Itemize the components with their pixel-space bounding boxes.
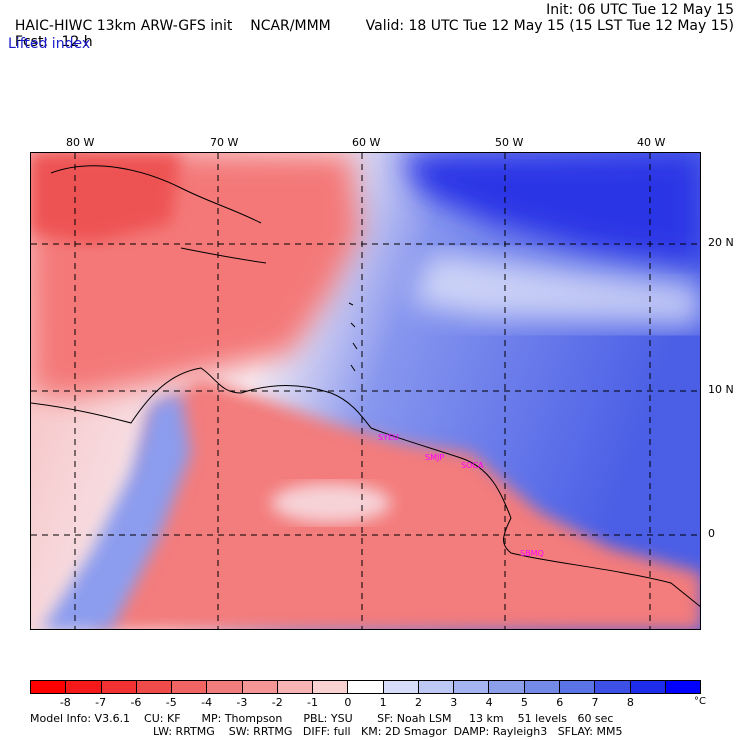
colorbar-swatch — [31, 681, 67, 693]
map-svg — [31, 153, 700, 629]
colorbar-swatch — [242, 681, 278, 693]
colorbar-tick-label: 4 — [485, 696, 493, 709]
site-soca: SOCA — [461, 461, 484, 470]
colorbar-tick-label: -2 — [271, 696, 283, 709]
colorbar-tick-label: 8 — [626, 696, 634, 709]
colorbar-tick-label: 6 — [556, 696, 564, 709]
colorbar-swatch — [489, 681, 525, 693]
colorbar-swatch — [665, 681, 701, 693]
colorbar-tick-label: 3 — [450, 696, 458, 709]
colorbar-swatch — [207, 681, 243, 693]
colorbar-tick-label: -6 — [130, 696, 142, 709]
colorbar-tick-label: -5 — [165, 696, 177, 709]
colorbar-swatch — [277, 681, 314, 693]
field-warm-south-america — [92, 378, 700, 629]
lat-label-10n: 10 N — [708, 383, 734, 396]
footer-model-info: Model Info: V3.6.1 CU: KF MP: Thompson P… — [30, 712, 614, 725]
coast-cuba — [50, 165, 262, 224]
lat-label-0: 0 — [708, 527, 715, 540]
model-name: HAIC-HIWC 13km ARW-GFS init — [14, 18, 233, 34]
forecast-hour: Fcst: 12 h — [6, 18, 93, 50]
colorbar-swatch — [66, 681, 102, 693]
colorbar-swatch — [136, 681, 173, 693]
field-cool-andes — [42, 393, 191, 629]
colorbar-tick-label: 2 — [414, 696, 422, 709]
colorbar-tick-label: -4 — [201, 696, 213, 709]
colorbar-swatch — [313, 681, 349, 693]
colorbar-swatch — [524, 681, 560, 693]
colorbar-unit: °C — [694, 696, 706, 707]
colorbar-swatch — [172, 681, 208, 693]
colorbar-swatch — [101, 681, 137, 693]
coast-hispaniola — [180, 247, 267, 264]
field-very-warm-cuba — [31, 153, 181, 243]
coastlines — [31, 165, 700, 608]
fcst-label: Fcst: — [14, 34, 49, 50]
site-sbmq: SBMQ — [520, 549, 544, 558]
colorbar-tick-label: 5 — [520, 696, 528, 709]
field-neutral-amazon — [271, 483, 391, 523]
coast-lesser-antilles — [348, 302, 358, 372]
lon-label-80w: 80 W — [66, 136, 95, 149]
fcst-value: 12 h — [61, 34, 93, 50]
colorbar-swatch — [348, 681, 384, 693]
colorbar-tick-label: -1 — [307, 696, 318, 709]
lat-label-20n: 20 N — [708, 236, 734, 249]
lon-label-50w: 50 W — [495, 136, 524, 149]
colorbar-tick-label: -3 — [236, 696, 248, 709]
site-smjp: SMJP — [425, 453, 445, 462]
colorbar-tick-label: 7 — [591, 696, 599, 709]
colorbar-swatch — [630, 681, 666, 693]
field-deep-blue-ne — [401, 153, 700, 263]
colorbar — [30, 680, 701, 694]
colorbar-tick-label: -8 — [59, 696, 71, 709]
lon-label-70w: 70 W — [210, 136, 239, 149]
lon-label-60w: 60 W — [352, 136, 381, 149]
colorbar-swatch — [559, 681, 596, 693]
colorbar-tick-label: -7 — [95, 696, 107, 709]
colorbar-swatch — [383, 681, 419, 693]
colorbar-swatch — [454, 681, 490, 693]
colorbar-swatch — [595, 681, 631, 693]
lifted-index-map: SYEU SMJP SOCA SBMQ — [30, 152, 701, 630]
lon-label-40w: 40 W — [637, 136, 666, 149]
colorbar-swatch — [418, 681, 455, 693]
footer-physics-info: LW: RRTMG SW: RRTMG DIFF: full KM: 2D Sm… — [153, 725, 623, 738]
colorbar-tick-label: 1 — [379, 696, 387, 709]
site-syeu: SYEU — [378, 433, 399, 442]
field-neutral-band — [411, 253, 700, 328]
field-name: Lifted index — [8, 36, 91, 52]
valid-time: Valid: 18 UTC Tue 12 May 15 (15 LST Tue … — [365, 18, 734, 34]
init-time: Init: 06 UTC Tue 12 May 15 — [546, 2, 734, 18]
coast-south-america — [31, 367, 700, 608]
graticule — [31, 153, 700, 629]
model-title: HAIC-HIWC 13km ARW-GFS init NCAR/MMM — [6, 2, 331, 34]
org-name: NCAR/MMM — [250, 18, 331, 34]
colorbar-tick-label: 0 — [344, 696, 352, 709]
